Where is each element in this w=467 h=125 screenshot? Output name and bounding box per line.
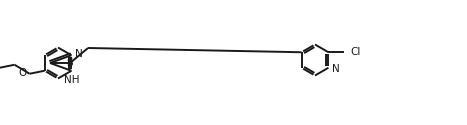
Text: S: S: [67, 58, 73, 68]
Text: N: N: [76, 49, 83, 59]
Text: Cl: Cl: [350, 47, 361, 57]
Text: O: O: [18, 68, 27, 78]
Text: NH: NH: [64, 75, 80, 85]
Text: N: N: [332, 64, 340, 74]
